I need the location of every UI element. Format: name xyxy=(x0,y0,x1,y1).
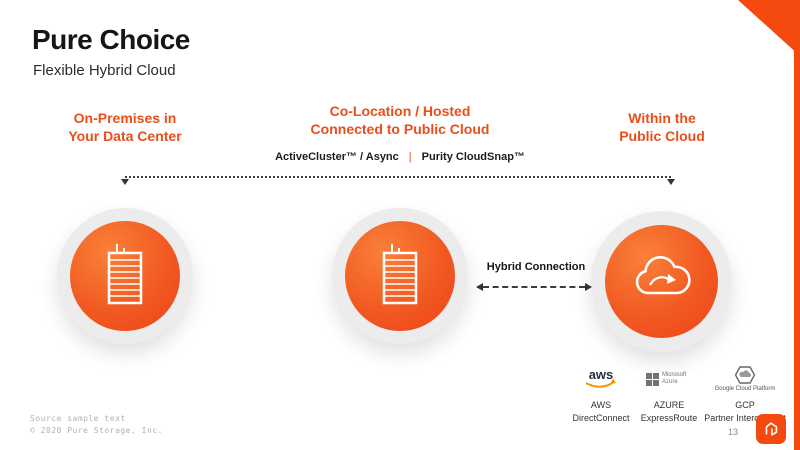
pure-storage-logo xyxy=(756,414,786,444)
microsoft-squares-icon xyxy=(646,372,659,386)
azure-logo-text: Microsoft Azure xyxy=(662,372,687,385)
hybrid-connection-dashed-line xyxy=(483,286,585,288)
column-heading-public-cloud: Within the Public Cloud xyxy=(619,110,705,144)
pure-storage-mark-icon xyxy=(765,422,778,436)
footer-copyright: © 2020 Pure Storage, Inc. xyxy=(30,426,163,435)
arrow-down-left-icon xyxy=(121,179,129,185)
public-cloud-circle xyxy=(605,225,718,338)
replication-label-left: ActiveCluster™ / Async xyxy=(275,151,399,163)
provider-service: ExpressRoute xyxy=(640,413,698,423)
footer-source-text: Source sample text xyxy=(30,414,126,423)
provider-name: GCP xyxy=(735,400,755,410)
provider-gcp: Google Cloud Platform GCP Partner Interc… xyxy=(700,362,790,423)
replication-label-right: Purity CloudSnap™ xyxy=(421,151,525,163)
slide-title: Pure Choice xyxy=(32,24,190,55)
gcp-logo-text: Google Cloud Platform xyxy=(714,386,776,392)
provider-azure: Microsoft Azure AZURE ExpressRoute xyxy=(624,362,714,423)
azure-logo: Microsoft Azure xyxy=(646,362,692,396)
building-icon xyxy=(378,243,422,310)
provider-aws: aws AWS DirectConnect xyxy=(556,362,646,423)
corner-accent-triangle xyxy=(738,0,800,56)
provider-name: AWS xyxy=(590,400,612,410)
arrow-left-icon xyxy=(476,283,483,291)
aws-logo: aws xyxy=(581,362,621,396)
gcp-hexagon-icon xyxy=(734,366,755,384)
provider-name: AZURE xyxy=(653,400,685,410)
replication-label: ActiveCluster™ / Async | Purity CloudSna… xyxy=(240,151,560,163)
colocation-circle xyxy=(345,221,455,331)
building-icon xyxy=(103,243,147,310)
cloud-icon xyxy=(628,255,696,308)
arrow-down-right-icon xyxy=(667,179,675,185)
column-heading-on-premises: On-Premises in Your Data Center xyxy=(68,110,182,144)
slide-subtitle: Flexible Hybrid Cloud xyxy=(33,62,176,79)
provider-service: DirectConnect xyxy=(572,413,630,423)
replication-dotted-line xyxy=(125,176,671,178)
column-heading-colocation: Co-Location / Hosted Connected to Public… xyxy=(310,103,490,137)
on-premises-circle xyxy=(70,221,180,331)
replication-separator: | xyxy=(408,151,412,163)
right-accent-bar xyxy=(794,0,800,450)
arrow-right-icon xyxy=(585,283,592,291)
gcp-logo: Google Cloud Platform xyxy=(714,362,776,396)
svg-text:aws: aws xyxy=(589,367,614,382)
provider-service: Partner Interconnect xyxy=(704,413,786,423)
page-number: 13 xyxy=(728,427,739,437)
hybrid-connection-label: Hybrid Connection xyxy=(486,261,586,273)
